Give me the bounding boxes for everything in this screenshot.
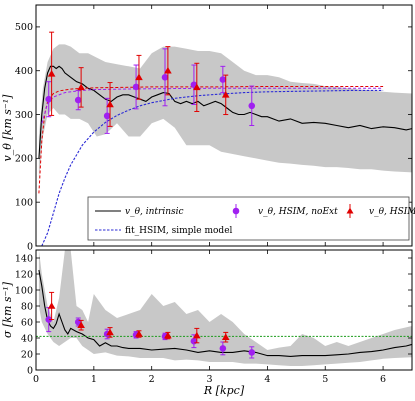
intrinsic-line <box>38 65 412 159</box>
y-tick-label: 80 <box>21 301 33 312</box>
hsim-marker <box>164 331 172 339</box>
hsim-marker <box>106 100 114 108</box>
x-tick-label: 2 <box>149 374 155 385</box>
y-tick-label: 0 <box>27 365 33 376</box>
hsim-marker <box>135 73 143 81</box>
x-tick-label: 4 <box>264 374 270 385</box>
noext-marker <box>103 112 111 120</box>
noext-marker <box>45 316 53 323</box>
noext-marker <box>132 83 140 91</box>
hsim-marker <box>221 333 230 340</box>
noext-marker <box>190 337 198 345</box>
uncertainty-band <box>38 250 412 366</box>
x-tick-label: 6 <box>380 374 386 385</box>
hsim-marker <box>164 66 172 74</box>
noext-marker <box>74 96 82 104</box>
x-axis-label: R [kpc] <box>203 384 245 397</box>
y-tick-label: 140 <box>15 253 33 264</box>
y-tick-label: 0 <box>27 241 33 252</box>
y-tick-label: 200 <box>15 154 33 165</box>
noext-marker <box>219 345 227 352</box>
noext-marker <box>248 102 256 110</box>
y-tick-label: 300 <box>15 110 33 121</box>
hsim-marker <box>77 321 85 328</box>
noext-marker <box>161 74 169 81</box>
y-tick-label: 400 <box>15 66 33 77</box>
hsim-marker <box>47 69 56 77</box>
velocity-y-axis-label: v_θ [km s⁻¹] <box>1 94 14 162</box>
x-tick-label: 3 <box>207 374 213 385</box>
y-tick-label: 100 <box>15 197 33 208</box>
y-tick-label: 40 <box>21 333 33 344</box>
hsim-marker <box>193 331 201 339</box>
noext-marker <box>45 95 53 103</box>
hsim-marker <box>193 83 201 91</box>
intrinsic-line <box>38 269 412 357</box>
hsim-marker <box>106 328 114 336</box>
noext-fit-line <box>41 87 384 124</box>
noext-marker <box>219 76 227 83</box>
dispersion-y-axis-label: σ [km s⁻¹] <box>1 281 14 338</box>
legend-noext-marker <box>232 207 240 215</box>
velocity-panel-frame <box>35 4 413 247</box>
legend-noext-label: v_θ, HSIM, noExt <box>258 207 338 217</box>
noext-marker <box>248 349 256 356</box>
model-line <box>41 89 384 246</box>
hsim-marker <box>135 330 143 337</box>
y-tick-label: 100 <box>15 285 33 296</box>
x-tick-label: 0 <box>33 374 39 385</box>
legend: v_θ, intrinsic fit_HSIM, simple model v_… <box>87 196 415 241</box>
dispersion-panel-frame <box>35 249 413 371</box>
legend-box <box>87 196 410 241</box>
hsim-marker <box>221 91 230 98</box>
velocity-panel: 0 100 200 300 400 500 v_θ [km s⁻¹] v_θ, intri… <box>1 4 415 252</box>
y-tick-label: 500 <box>15 22 33 33</box>
x-tick-label: 1 <box>91 374 97 385</box>
legend-intrinsic-label: v_θ, intrinsic <box>125 207 184 217</box>
legend-hsim-label: v_θ, HSIM <box>369 207 415 217</box>
hsim-marker <box>77 83 85 91</box>
y-tick-label: 20 <box>21 349 33 360</box>
x-tick-label: 5 <box>322 374 328 385</box>
y-tick-label: 120 <box>15 269 33 280</box>
y-tick-label: 60 <box>21 317 33 328</box>
legend-hsim-marker <box>346 207 354 214</box>
legend-model-label: fit_HSIM, simple model <box>125 226 233 236</box>
hsim-marker <box>47 302 56 309</box>
